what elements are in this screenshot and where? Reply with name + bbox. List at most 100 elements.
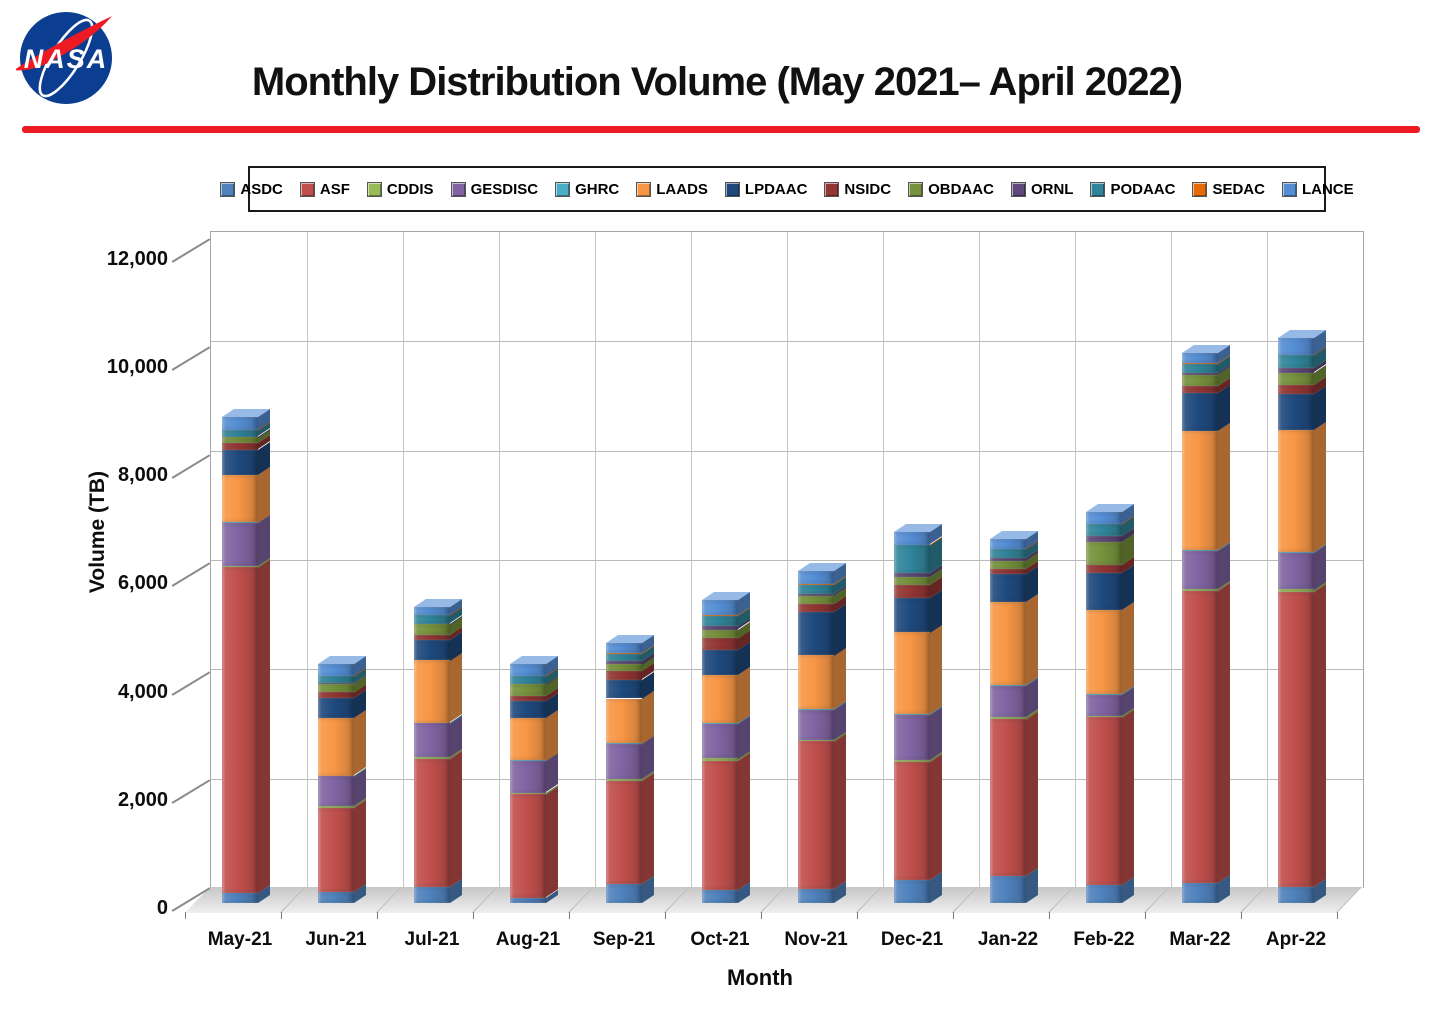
bar-segment-cddis-mar-22 — [1182, 589, 1218, 592]
bar-segment-nsidc-jul-21 — [414, 634, 450, 640]
asdc-swatch-icon — [220, 181, 236, 197]
x-axis-tick — [377, 912, 378, 919]
x-tick-dec-21: Dec-21 — [880, 929, 944, 950]
bar-segment-side-asf-mar-22 — [1218, 583, 1230, 884]
plot-floor — [185, 887, 1362, 913]
bar-segment-side-laads-may-21 — [258, 466, 270, 523]
legend-label-podaac: PODAAC — [1110, 180, 1176, 198]
x-axis-tick — [281, 912, 282, 919]
bar-segment-cddis-nov-21 — [798, 739, 834, 742]
bar-segment-sedac-apr-22 — [1278, 354, 1314, 356]
legend-item-asdc: ASDC — [220, 181, 283, 198]
x-tick-mar-22: Mar-22 — [1169, 929, 1231, 950]
legend-label-ghrc: GHRC — [575, 180, 620, 198]
bar-segment-gesdisc-aug-21 — [510, 761, 546, 793]
legend-label-lpdaac: LPDAAC — [744, 180, 808, 198]
legend-label-asf: ASF — [319, 180, 350, 198]
bar-segment-cddis-aug-21 — [510, 792, 546, 795]
bar-segment-asdc-apr-22 — [1278, 887, 1314, 903]
legend-item-lance: LANCE — [1281, 181, 1354, 198]
bar-segment-laads-oct-21 — [702, 674, 738, 723]
bar-segment-ghrc-mar-22 — [1182, 549, 1218, 551]
bar-segment-laads-feb-22 — [1086, 609, 1122, 695]
legend-label-obdaac: OBDAAC — [928, 180, 994, 198]
bar-segment-laads-sep-21 — [606, 698, 642, 744]
legend-item-ornl: ORNL — [1010, 181, 1073, 198]
bar-segment-side-lpdaac-nov-21 — [834, 603, 846, 656]
bar-segment-side-laads-apr-22 — [1314, 421, 1326, 552]
bar-segment-podaac-aug-21 — [510, 676, 546, 684]
plot-back-wall — [210, 231, 1364, 888]
bar-segment-podaac-apr-22 — [1278, 355, 1314, 369]
floor-trace-line — [664, 887, 690, 913]
bar-segment-obdaac-dec-21 — [894, 576, 930, 585]
y-tick-line — [171, 238, 211, 263]
x-tick-jul-21: Jul-21 — [404, 929, 460, 950]
bar-segment-side-asf-may-21 — [258, 559, 270, 893]
bar-segment-lance-nov-21 — [798, 571, 834, 585]
y-tick-line — [171, 670, 211, 695]
legend: ASDC ASF CDDIS GESDISC GHRC LAADS LPDAAC NSIDC O… — [220, 166, 1354, 212]
legend-item-sedac: SEDAC — [1192, 181, 1265, 198]
bar-segment-asdc-jan-22 — [990, 876, 1026, 903]
x-axis-tick — [1145, 912, 1146, 919]
bar-segment-side-laads-jun-21 — [354, 710, 366, 776]
bar-segment-gesdisc-may-21 — [222, 522, 258, 566]
bar-segment-side-laads-jul-21 — [450, 652, 462, 723]
bar-segment-gesdisc-feb-22 — [1086, 694, 1122, 716]
legend-item-ghrc: GHRC — [555, 181, 619, 198]
v-gridline — [1075, 232, 1076, 888]
bar-segment-lpdaac-mar-22 — [1182, 393, 1218, 431]
floor-trace-line — [568, 887, 594, 913]
bar-segment-ornl-nov-21 — [798, 593, 834, 596]
bar-segment-nsidc-aug-21 — [510, 696, 546, 701]
bar-segment-laads-apr-22 — [1278, 429, 1314, 552]
bar-segment-sedac-aug-21 — [510, 675, 546, 677]
bar-segment-side-gesdisc-may-21 — [258, 514, 270, 566]
bar-segment-obdaac-nov-21 — [798, 595, 834, 604]
bar-segment-ornl-sep-21 — [606, 660, 642, 665]
bar-segment-gesdisc-mar-22 — [1182, 550, 1218, 590]
bar-segment-asf-apr-22 — [1278, 592, 1314, 888]
x-tick-may-21: May-21 — [207, 929, 273, 950]
bar-segment-ghrc-nov-21 — [798, 709, 834, 710]
bar-segment-ornl-mar-22 — [1182, 373, 1218, 376]
bar-segment-cddis-feb-22 — [1086, 715, 1122, 718]
v-gridline — [499, 232, 500, 888]
bar-segment-lance-dec-21 — [894, 532, 930, 545]
legend-label-cddis: CDDIS — [386, 180, 434, 198]
bar-segment-gesdisc-jul-21 — [414, 723, 450, 757]
bar-segment-laads-nov-21 — [798, 655, 834, 710]
bar-segment-sedac-jun-21 — [318, 675, 354, 677]
x-tick-sep-21: Sep-21 — [592, 929, 656, 950]
y-tick-2000: 2,000 — [117, 788, 168, 811]
ghrc-swatch-icon — [555, 181, 571, 197]
bar-segment-nsidc-mar-22 — [1182, 386, 1218, 394]
y-tick-line — [171, 562, 211, 587]
bar-segment-obdaac-feb-22 — [1086, 541, 1122, 566]
bar-segment-lance-feb-22 — [1086, 511, 1122, 524]
legend-label-gesdisc: GESDISC — [470, 180, 539, 198]
y-tick-4000: 4,000 — [117, 680, 168, 703]
bar-segment-lpdaac-jan-22 — [990, 574, 1026, 602]
bar-segment-gesdisc-jan-22 — [990, 686, 1026, 717]
bar-segment-asdc-nov-21 — [798, 889, 834, 903]
v-gridline — [1171, 232, 1172, 888]
lance-swatch-icon — [1281, 181, 1297, 197]
x-axis-tick — [1337, 912, 1338, 919]
bar-segment-asdc-oct-21 — [702, 890, 738, 903]
bar-segment-gesdisc-nov-21 — [798, 709, 834, 740]
cddis-swatch-icon — [366, 181, 382, 197]
v-gridline — [403, 232, 404, 888]
x-tick-jun-21: Jun-21 — [305, 929, 367, 950]
bar-segment-lpdaac-nov-21 — [798, 611, 834, 656]
bar-segment-obdaac-mar-22 — [1182, 375, 1218, 387]
ornl-swatch-icon — [1010, 181, 1026, 197]
bar-segment-cddis-jan-22 — [990, 716, 1026, 720]
bar-segment-laads-jan-22 — [990, 601, 1026, 686]
bar-segment-podaac-nov-21 — [798, 584, 834, 594]
chart-title: Monthly Distribution Volume (May 2021– A… — [251, 60, 1183, 104]
bar-segment-obdaac-sep-21 — [606, 664, 642, 672]
bar-segment-ornl-oct-21 — [702, 626, 738, 630]
bar-segment-ghrc-may-21 — [222, 522, 258, 523]
